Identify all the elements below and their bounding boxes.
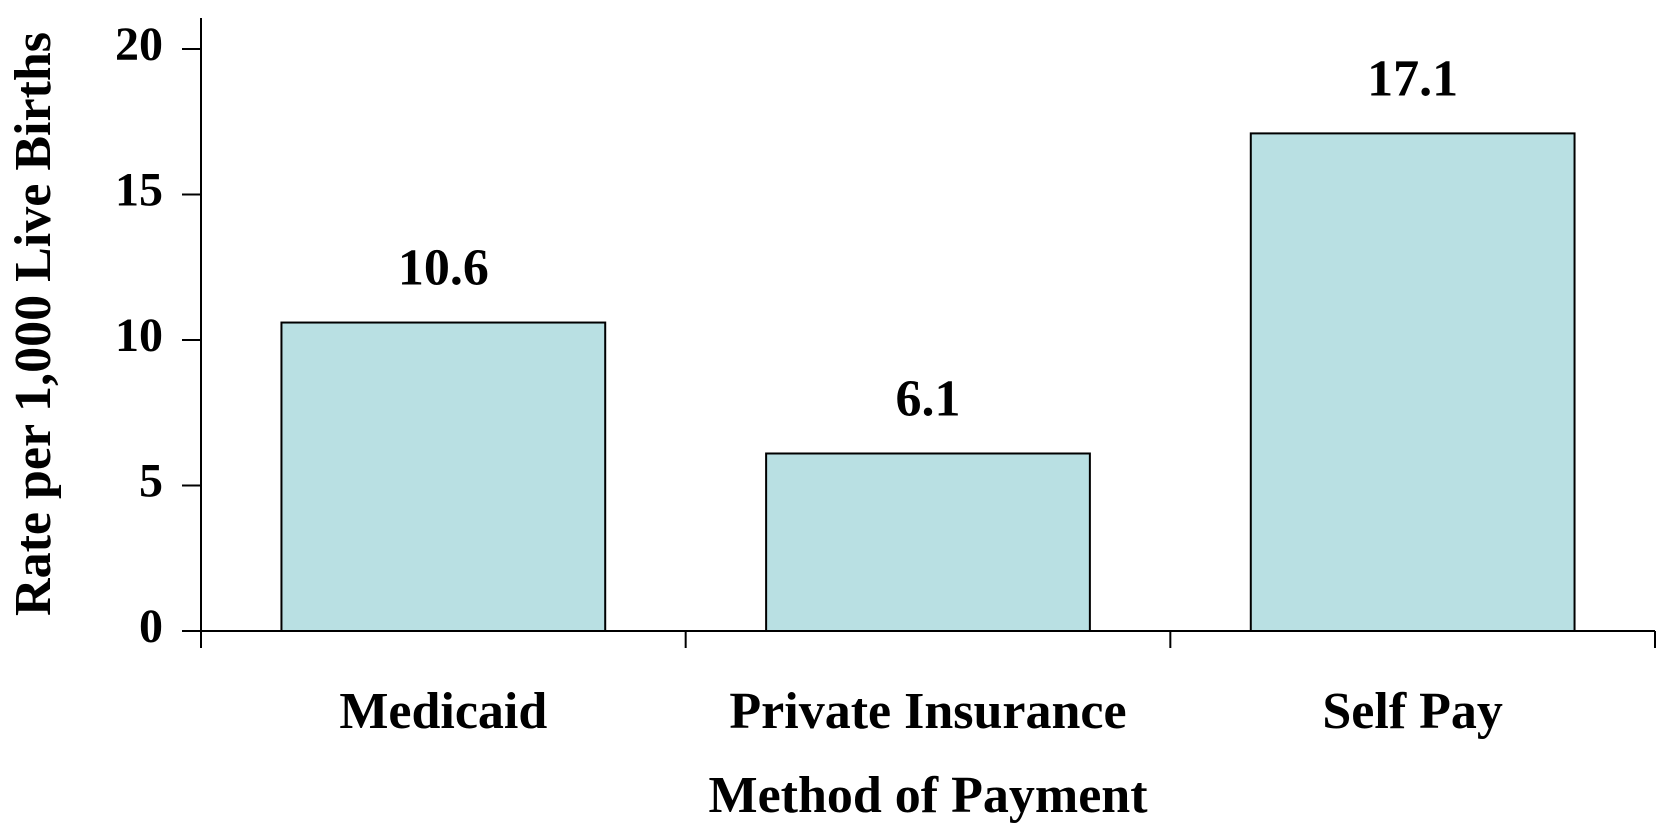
value-label: 17.1	[1367, 50, 1458, 107]
x-tick-label: Self Pay	[1322, 683, 1503, 740]
x-axis-title: Method of Payment	[708, 767, 1148, 824]
y-tick-label: 5	[139, 455, 163, 508]
bar	[1249, 132, 1576, 632]
y-tick-label: 10	[115, 309, 163, 362]
y-axis-title: Rate per 1,000 Live Births	[5, 32, 62, 616]
value-label: 10.6	[398, 239, 489, 296]
bar	[280, 321, 607, 632]
bar	[765, 452, 1091, 632]
y-tick-label: 20	[115, 18, 163, 71]
y-tick-label: 0	[139, 600, 163, 653]
value-label: 6.1	[896, 370, 961, 427]
y-tick-label: 15	[115, 164, 163, 217]
x-tick-label: Private Insurance	[729, 683, 1126, 740]
x-tick-label: Medicaid	[339, 683, 547, 740]
